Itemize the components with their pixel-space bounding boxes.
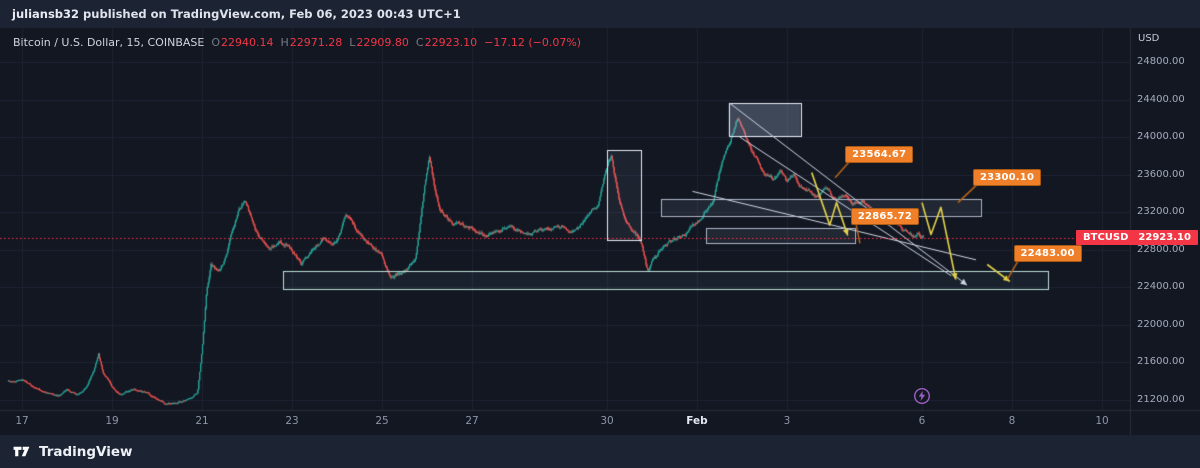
time-tick-label: 8	[1008, 415, 1016, 427]
price-callout-label[interactable]: 23564.67	[845, 145, 914, 163]
price-tick-label: 24000.00	[1137, 131, 1185, 142]
price-tag-price: 22923.10	[1138, 231, 1191, 243]
price-tick-label: 23200.00	[1137, 206, 1185, 217]
price-tick-label: 21600.00	[1137, 356, 1185, 367]
time-tick-label: 19	[105, 415, 119, 427]
time-tick-label: 23	[285, 415, 299, 427]
time-tick-label: 25	[375, 415, 389, 427]
price-tag-symbol: BTCUSD	[1083, 231, 1129, 243]
publish-bar: juliansb32 published on TradingView.com,…	[0, 0, 1200, 28]
close-value: 22923.10	[424, 36, 478, 49]
time-tick-label: 6	[918, 415, 926, 427]
low-label: L	[349, 36, 356, 49]
high-label: H	[280, 36, 289, 49]
time-tick-label: Feb	[686, 415, 708, 427]
symbol-legend: Bitcoin / U.S. Dollar, 15, COINBASE O 22…	[13, 36, 581, 49]
high-value: 22971.28	[289, 36, 343, 49]
open-value: 22940.14	[221, 36, 274, 49]
price-tick-label: 22000.00	[1137, 318, 1185, 330]
price-tick-label: 22400.00	[1137, 281, 1185, 292]
event-lightning-icon[interactable]	[913, 387, 931, 405]
price-axis-currency-label[interactable]: USD	[1138, 33, 1160, 44]
time-tick-label: 3	[783, 415, 791, 427]
price-tick-label: 24400.00	[1137, 93, 1185, 105]
publish-info-text: published on TradingView.com, Feb 06, 20…	[79, 7, 461, 21]
price-tick-label: 21200.00	[1137, 393, 1185, 405]
price-callout-label[interactable]: 22483.00	[1013, 245, 1082, 263]
close-label: C	[415, 36, 424, 49]
time-tick-label: 21	[195, 415, 209, 427]
price-callout-label[interactable]: 22865.72	[850, 208, 919, 226]
tradingview-brand-text: TradingView	[39, 443, 133, 460]
symbol-title[interactable]: Bitcoin / U.S. Dollar, 15, COINBASE	[13, 36, 205, 49]
time-tick-label: 27	[465, 415, 479, 427]
price-tick-label: 24800.00	[1137, 56, 1185, 67]
price-callout-label[interactable]: 23300.10	[973, 168, 1042, 186]
price-tick-label: 23600.00	[1137, 168, 1185, 180]
footer-bar: TradingView	[0, 435, 1200, 468]
time-tick-label: 17	[15, 415, 29, 427]
time-tick-label: 30	[600, 415, 614, 427]
price-tick-label: 22800.00	[1137, 243, 1185, 255]
low-value: 22909.80	[356, 36, 409, 49]
tradingview-logo-icon[interactable]	[12, 442, 31, 461]
open-label: O	[211, 36, 220, 49]
change-value: −17.12 (−0.07%)	[484, 36, 582, 49]
symbol-price-tag: BTCUSD 22923.10	[1076, 229, 1198, 245]
publisher-username[interactable]: juliansb32	[12, 7, 80, 21]
time-tick-label: 10	[1095, 415, 1109, 427]
